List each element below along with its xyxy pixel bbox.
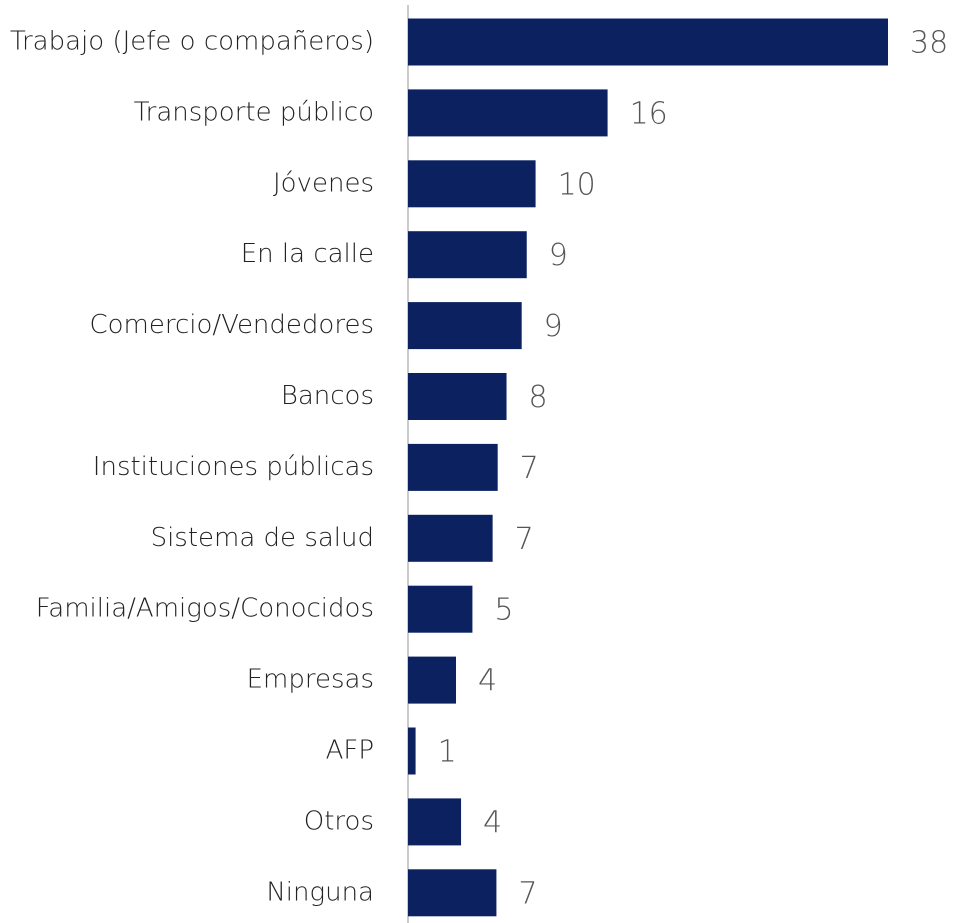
category-label: En la calle [241,239,374,269]
bar [408,160,536,208]
category-label: Bancos [281,381,374,411]
category-label: Otros [304,806,374,836]
value-label: 4 [483,805,502,840]
bar [408,514,493,562]
bar [408,727,416,775]
bar [408,231,527,279]
bar [408,373,507,420]
bar [408,89,608,137]
value-label: 1 [438,735,457,770]
bar [408,869,497,917]
category-label: Familia/Amigos/Conocidos [36,594,374,624]
value-label: 7 [518,876,537,911]
value-label: 38 [910,26,948,61]
bar [408,18,888,66]
value-label: 9 [544,309,563,344]
value-label: 7 [520,451,539,486]
bar [408,443,498,491]
value-label: 9 [549,238,568,273]
value-label: 7 [515,522,534,557]
category-label: AFP [326,736,374,766]
value-label: 5 [494,593,513,628]
category-label: Jóvenes [273,168,374,198]
bar [408,798,462,846]
category-label: Comercio/Vendedores [89,310,374,340]
category-label: Empresas [247,665,374,695]
category-label: Transporte público [134,97,374,127]
bar [408,656,456,704]
category-label: Trabajo (Jefe o compañeros) [10,27,374,57]
bar [408,302,522,350]
category-label: Instituciones públicas [93,452,374,482]
category-label: Sistema de salud [151,523,374,553]
value-label: 8 [529,380,548,415]
value-label: 4 [478,664,497,699]
value-label: 16 [630,96,668,131]
category-label: Ninguna [266,877,374,907]
value-label: 10 [558,167,596,202]
bar [408,585,473,633]
